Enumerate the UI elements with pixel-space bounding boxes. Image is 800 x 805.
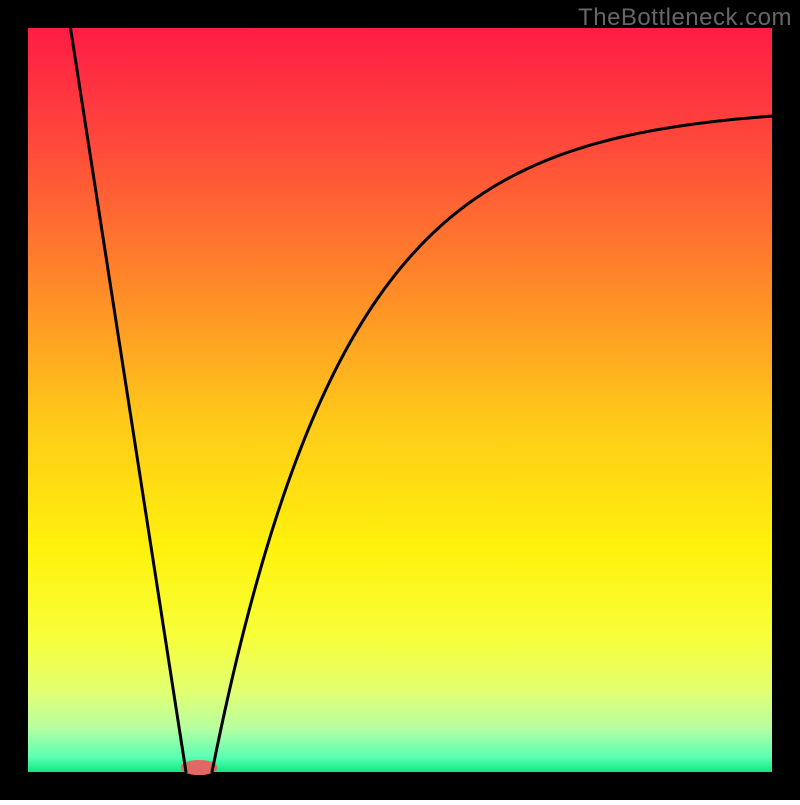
- watermark-text: TheBottleneck.com: [578, 4, 792, 32]
- chart-container: TheBottleneck.com: [0, 0, 800, 800]
- chart-svg: [0, 0, 800, 800]
- chart-gradient-bg: [28, 28, 772, 772]
